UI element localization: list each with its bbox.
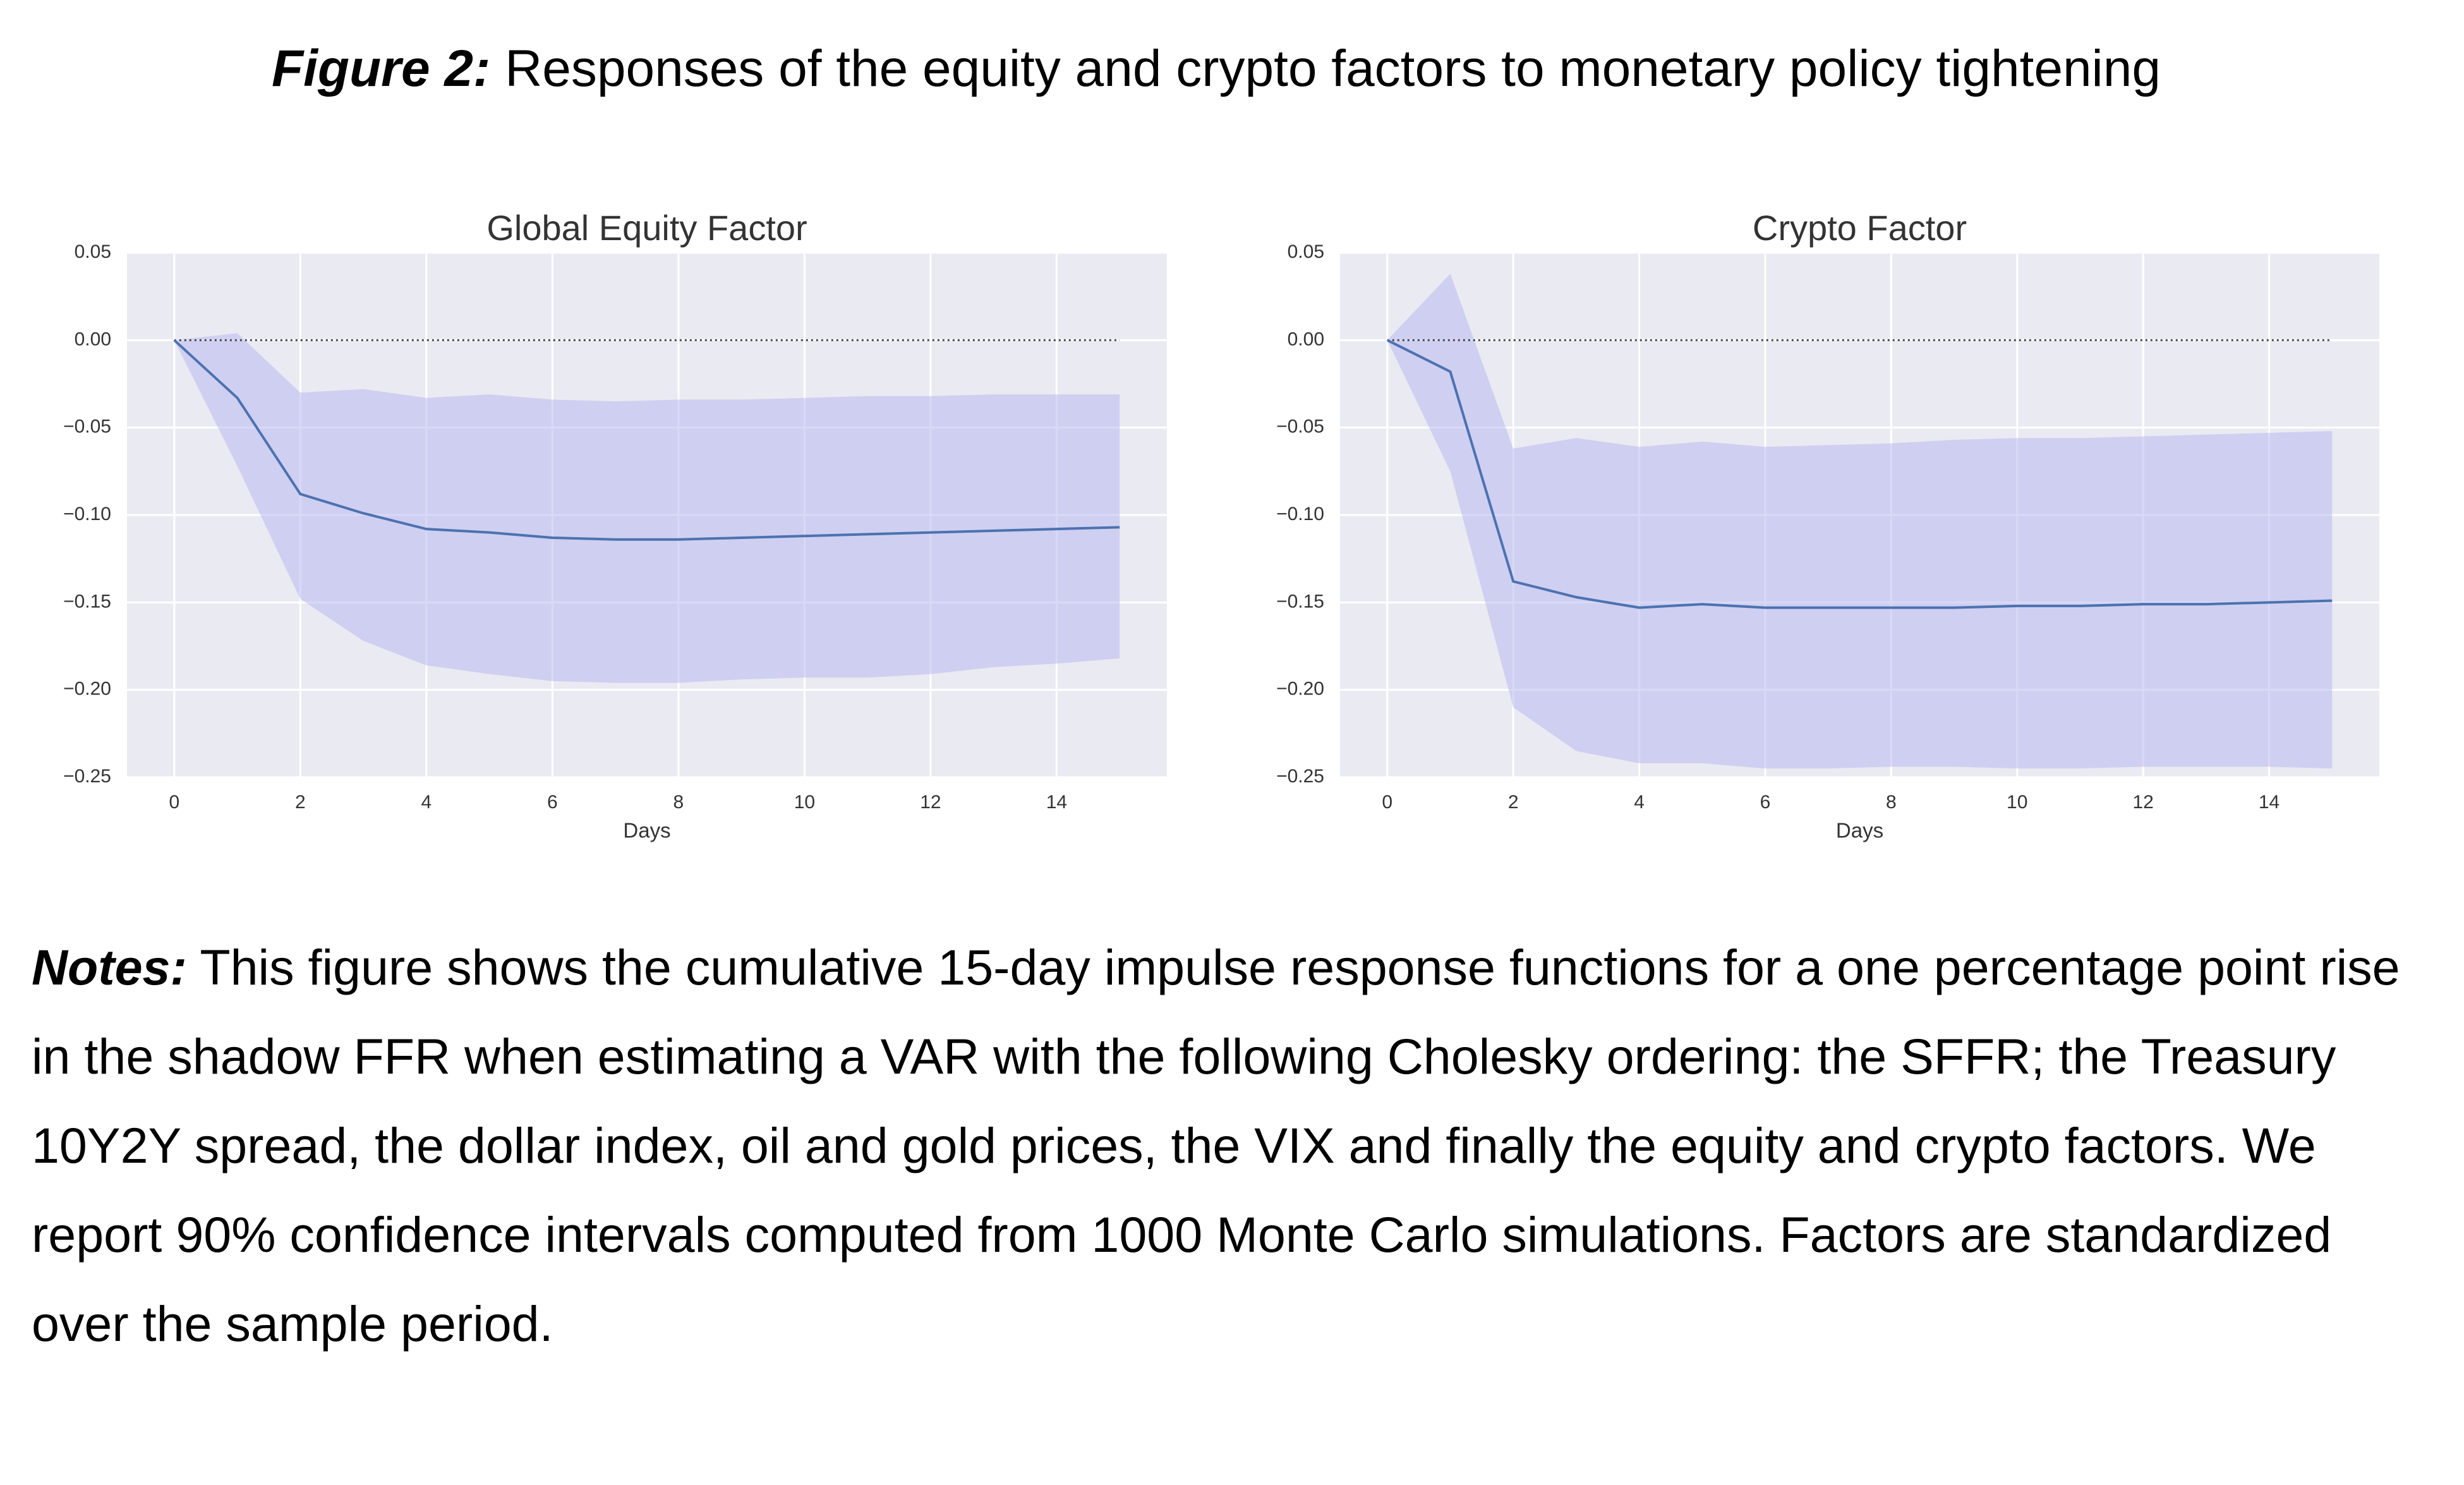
x-tick-label: 6 [547, 792, 558, 813]
y-tick-label: 0.00 [1288, 329, 1324, 349]
y-tick-label: −0.25 [1276, 766, 1324, 787]
x-tick-label: 12 [2132, 792, 2153, 813]
x-tick-label: 10 [794, 792, 815, 813]
figure-title: Figure 2: Responses of the equity and cr… [0, 39, 2432, 99]
y-tick-label: 0.05 [75, 241, 111, 262]
figure-label: Figure 2: [272, 40, 491, 97]
chart-title: Global Equity Factor [486, 208, 807, 248]
x-axis-label: Days [1836, 819, 1883, 842]
chart-title: Crypto Factor [1753, 208, 1967, 248]
irf-line [173, 339, 1120, 541]
x-tick-label: 2 [1508, 792, 1519, 813]
x-tick-label: 12 [920, 792, 941, 813]
x-tick-label: 10 [2007, 792, 2027, 813]
notes-label: Notes: [32, 939, 187, 995]
notes-text: This figure shows the cumulative 15-day … [32, 939, 2400, 1352]
confidence-band [174, 333, 1120, 683]
confidence-band [1387, 274, 2333, 769]
notes: Notes: This figure shows the cumulative … [32, 923, 2432, 1368]
x-tick-label: 0 [1382, 792, 1392, 813]
y-tick-label: −0.20 [1276, 679, 1324, 700]
x-tick-label: 14 [2259, 792, 2280, 813]
y-tick-label: −0.10 [63, 504, 111, 524]
y-tick-label: −0.20 [63, 679, 111, 700]
x-tick-label: 0 [169, 792, 179, 813]
y-tick-label: −0.15 [1276, 591, 1324, 612]
x-tick-label: 8 [673, 792, 684, 813]
x-tick-label: 4 [421, 792, 432, 813]
y-tick-label: 0.05 [1288, 241, 1324, 262]
y-tick-label: −0.10 [1276, 504, 1324, 524]
x-tick-label: 4 [1634, 792, 1645, 813]
irf-line [1386, 339, 2333, 609]
x-tick-label: 6 [1760, 792, 1771, 813]
y-tick-label: 0.00 [75, 329, 111, 349]
figure-caption: Responses of the equity and crypto facto… [505, 40, 2161, 97]
x-tick-label: 8 [1886, 792, 1897, 813]
x-tick-label: 14 [1046, 792, 1067, 813]
y-tick-label: −0.25 [63, 766, 111, 787]
x-axis-label: Days [623, 819, 670, 842]
y-tick-label: −0.05 [1276, 416, 1324, 437]
y-tick-label: −0.05 [63, 416, 111, 437]
y-tick-label: −0.15 [63, 591, 111, 612]
x-tick-label: 2 [295, 792, 306, 813]
